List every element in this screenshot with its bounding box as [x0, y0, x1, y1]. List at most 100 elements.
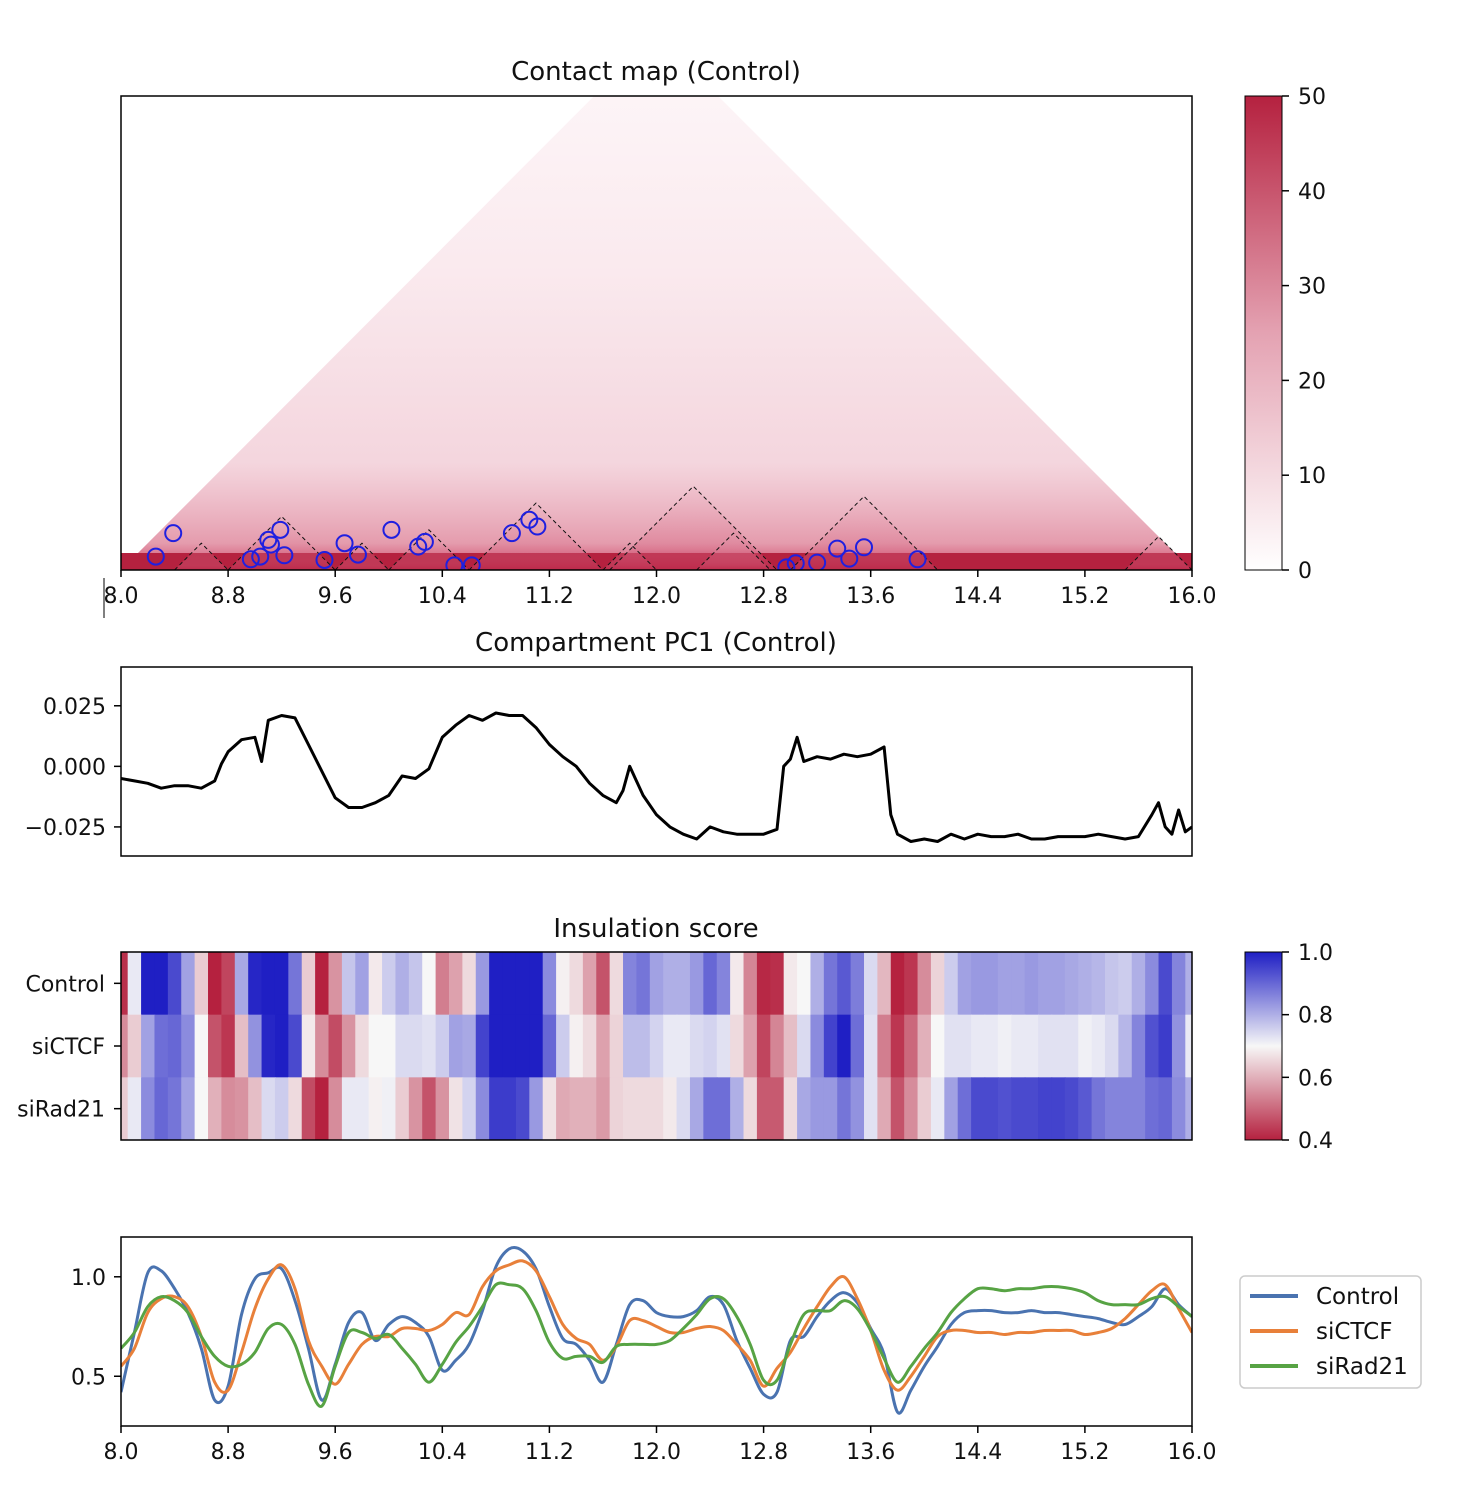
loop-circle	[164, 524, 183, 543]
insulation-cell	[248, 1014, 263, 1078]
insulation-cell	[596, 1077, 611, 1140]
insulation-cell	[1145, 1014, 1160, 1078]
insulation-cell	[1185, 952, 1192, 1016]
insulation-cell	[756, 1077, 772, 1140]
insulation-cell	[355, 952, 370, 1016]
insulation-cell	[636, 952, 651, 1016]
insulation-cell	[1078, 1014, 1093, 1078]
insulation-cell	[810, 952, 825, 1016]
colorbar-tick-label: 30	[1298, 275, 1326, 300]
insulation-cell	[127, 1077, 142, 1140]
x-tick-label: 9.6	[318, 1440, 353, 1465]
insulation-cell	[716, 1077, 731, 1140]
insulation-cell	[234, 1077, 249, 1140]
insulation-cell	[904, 1077, 919, 1140]
insulation-cell	[877, 1077, 892, 1140]
insulation-cell	[676, 1077, 691, 1140]
insulation-cell	[1064, 1014, 1080, 1078]
insulation-cell	[1118, 952, 1133, 1016]
insulation-cell	[448, 1077, 464, 1140]
insulation-cell	[382, 952, 397, 1016]
insulation-cell	[1158, 1077, 1173, 1140]
insulation-cell	[301, 1014, 316, 1078]
x-tick-label: 8.8	[211, 584, 246, 609]
loop-circle	[271, 520, 290, 539]
insulation-cell	[542, 1014, 557, 1078]
insulation-cell	[864, 952, 879, 1016]
insulation-cell	[1104, 952, 1120, 1016]
insulation-cell	[315, 952, 330, 1016]
insulation-cell	[328, 1014, 343, 1078]
insulation-cell	[341, 952, 357, 1016]
insulation-cell	[556, 1014, 571, 1078]
insulation-cell	[121, 952, 129, 1016]
insulation-cell	[1171, 952, 1187, 1016]
insulation-cell	[930, 952, 946, 1016]
insulation-cell	[121, 1077, 129, 1140]
insulation-cell	[1185, 1077, 1192, 1140]
legend-label-control: Control	[1316, 1284, 1399, 1310]
x-tick-label: 13.6	[846, 1440, 895, 1465]
insulation-cell	[1091, 1077, 1106, 1140]
loop-circle	[855, 538, 874, 557]
y-tick-label: 1.0	[71, 1266, 106, 1291]
insulation-cell	[997, 1014, 1013, 1078]
insulation-cell	[435, 1077, 450, 1140]
insulation-cell	[408, 952, 424, 1016]
insulation-cell	[194, 1077, 209, 1140]
insulation-cell	[462, 952, 477, 1016]
insulation-cell	[971, 1014, 986, 1078]
loop-circle	[335, 534, 354, 553]
colorbar-tick-label: 20	[1298, 369, 1326, 394]
insulation-cell	[716, 952, 731, 1016]
tad-border	[174, 542, 229, 570]
insulation-cell	[328, 1077, 343, 1140]
insulation-cell	[1051, 1077, 1066, 1140]
insulation-cell	[877, 952, 892, 1016]
series-line-sirad21	[121, 1281, 1192, 1408]
insulation-cell	[770, 952, 785, 1016]
insulation-cell	[141, 1014, 156, 1078]
insulation-cell	[1064, 1077, 1080, 1140]
insulation-cell	[194, 1014, 209, 1078]
insulation-cell	[997, 952, 1013, 1016]
insulation-series-lines	[121, 1246, 1192, 1415]
x-tick-label: 15.2	[1060, 1440, 1109, 1465]
insulation-cell	[489, 1014, 504, 1078]
insulation-cell	[408, 1077, 424, 1140]
insulation-cell	[957, 1014, 972, 1078]
insulation-cell	[382, 1077, 397, 1140]
insulation-cell	[1145, 1077, 1160, 1140]
insulation-cell	[917, 1014, 932, 1078]
insulation-cell	[649, 952, 664, 1016]
x-tick-label: 8.8	[211, 1440, 246, 1465]
insulation-cell	[368, 1014, 383, 1078]
insulation-cell	[1051, 1014, 1066, 1078]
insulation-cell	[930, 1077, 946, 1140]
insulation-cell	[663, 1014, 678, 1078]
loop-circle	[908, 550, 927, 569]
insulation-cell	[810, 1077, 825, 1140]
insulation-cell	[1145, 952, 1160, 1016]
loop-circle	[261, 535, 280, 554]
insulation-cell	[1104, 1014, 1120, 1078]
insulation-cell	[703, 1077, 718, 1140]
insulation-cell	[1038, 1077, 1053, 1140]
insulation-rows	[121, 952, 1192, 1140]
x-tick-label: 16.0	[1168, 584, 1217, 609]
tad-border	[227, 515, 336, 570]
insulation-cell	[1078, 952, 1093, 1016]
insulation-cell	[315, 1077, 330, 1140]
insulation-cell	[770, 1014, 785, 1078]
insulation-cell	[890, 1014, 905, 1078]
tad-fill	[174, 543, 229, 570]
loop-circle	[275, 546, 294, 565]
insulation-cell	[462, 1077, 477, 1140]
insulation-cell	[1118, 1014, 1133, 1078]
insulation-cell	[422, 1077, 437, 1140]
insulation-title: Insulation score	[553, 914, 758, 944]
insulation-cell	[596, 952, 611, 1016]
insulation-cell	[890, 1077, 905, 1140]
colorbar-tick-label: 1.0	[1298, 941, 1333, 966]
